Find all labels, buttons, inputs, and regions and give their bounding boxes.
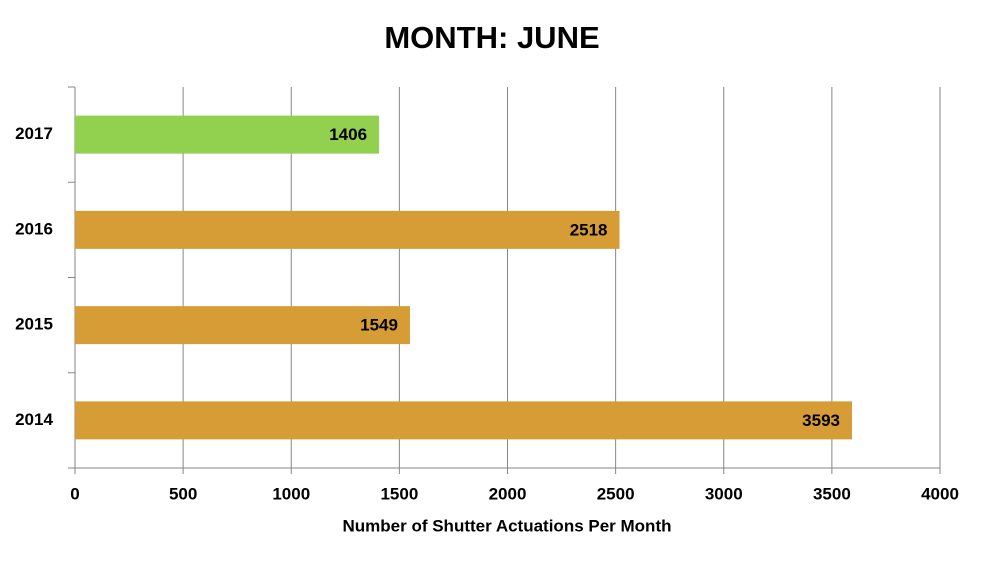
x-tick-label: 3000 (705, 484, 743, 503)
bar (75, 210, 620, 249)
value-label: 1406 (329, 125, 367, 144)
x-tick-label: 1500 (380, 484, 418, 503)
x-tick-label: 4000 (921, 484, 959, 503)
x-tick-label: 3500 (813, 484, 851, 503)
y-tick-label: 2015 (15, 315, 53, 334)
y-tick-label: 2017 (15, 124, 53, 143)
value-label: 2518 (570, 220, 608, 239)
value-label: 3593 (802, 411, 840, 430)
x-tick-label: 2500 (597, 484, 635, 503)
x-tick-label: 0 (70, 484, 79, 503)
y-tick-label: 2016 (15, 219, 53, 238)
bar (75, 115, 380, 154)
value-label: 1549 (360, 316, 398, 335)
bar (75, 306, 410, 345)
x-tick-label: 1000 (272, 484, 310, 503)
x-axis-label: Number of Shutter Actuations Per Month (343, 516, 672, 535)
bar (75, 401, 852, 440)
x-tick-label: 2000 (489, 484, 527, 503)
chart-title: MONTH: JUNE (384, 20, 599, 55)
y-tick-label: 2014 (15, 410, 53, 429)
x-tick-label: 500 (169, 484, 197, 503)
